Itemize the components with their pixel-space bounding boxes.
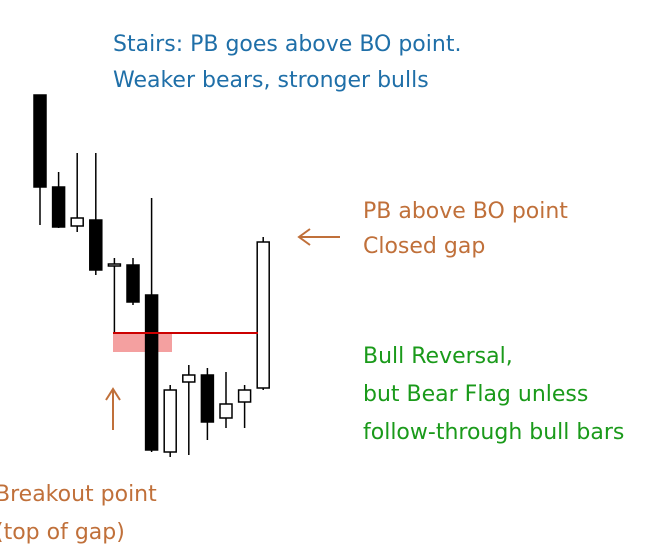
reversal-lines: follow-through bull bars (363, 420, 624, 445)
body (219, 403, 233, 419)
title-lines: Stairs: PB goes above BO point. (113, 32, 461, 57)
body (51, 186, 66, 228)
body (182, 374, 196, 383)
pb-lines: PB above BO point (363, 199, 568, 224)
body (70, 217, 84, 227)
body (163, 389, 177, 453)
body (89, 219, 103, 271)
body (126, 264, 140, 303)
reversal-lines: Bull Reversal, (363, 344, 513, 369)
gap-zone (113, 333, 172, 352)
reversal-lines: but Bear Flag unless (363, 382, 588, 407)
breakout-lines: Breakout point (0, 482, 157, 507)
body (256, 241, 270, 389)
body (237, 389, 252, 403)
body (200, 374, 215, 423)
breakout-lines: (top of gap) (0, 520, 125, 545)
breakout-arrow-head (105, 387, 121, 401)
body (144, 294, 159, 451)
pb-arrow-head (297, 228, 311, 246)
body (33, 94, 47, 188)
body (107, 263, 122, 267)
pb-lines: Closed gap (363, 234, 485, 259)
title-lines: Weaker bears, stronger bulls (113, 68, 429, 93)
